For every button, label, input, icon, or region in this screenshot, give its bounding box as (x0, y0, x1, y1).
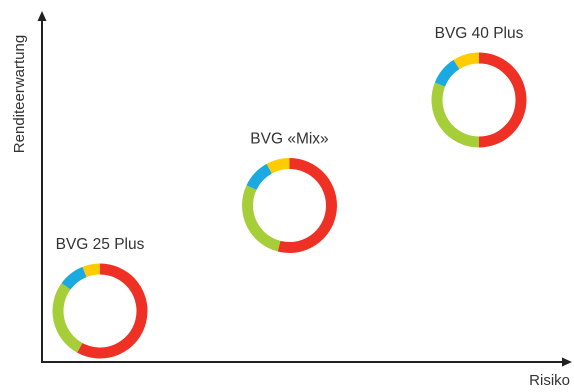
donut-segment-3-3 (434, 59, 460, 87)
donut-segment-1-4 (82, 263, 101, 278)
axes (37, 11, 572, 367)
x-axis-arrow (562, 357, 572, 367)
y-axis-label: Renditeerwartung (11, 35, 28, 153)
point-label-3: BVG 40 Plus (435, 25, 524, 42)
donut-segment-1-1 (77, 263, 148, 359)
donut-segment-3-4 (453, 52, 480, 70)
donut-segment-2-4 (266, 158, 290, 174)
donut-segment-1-3 (61, 266, 87, 290)
data-points: BVG 25 Plus BVG «Mix» BVG 40 Plus (52, 25, 527, 359)
donut-segment-2-1 (277, 158, 337, 253)
donut-segment-2-2 (242, 185, 281, 252)
donut-point-3: BVG 40 Plus (431, 25, 527, 148)
donut-point-1: BVG 25 Plus (52, 236, 148, 359)
donut-segment-3-2 (431, 82, 480, 148)
donut-segment-3-1 (478, 52, 527, 148)
point-label-1: BVG 25 Plus (56, 236, 145, 253)
donut-segment-1-2 (52, 283, 83, 353)
y-axis-arrow (37, 11, 47, 21)
donut-segment-2-3 (246, 163, 273, 191)
x-axis-label: Risiko (529, 372, 570, 387)
donut-point-2: BVG «Mix» (242, 131, 337, 253)
point-label-2: BVG «Mix» (250, 131, 328, 148)
